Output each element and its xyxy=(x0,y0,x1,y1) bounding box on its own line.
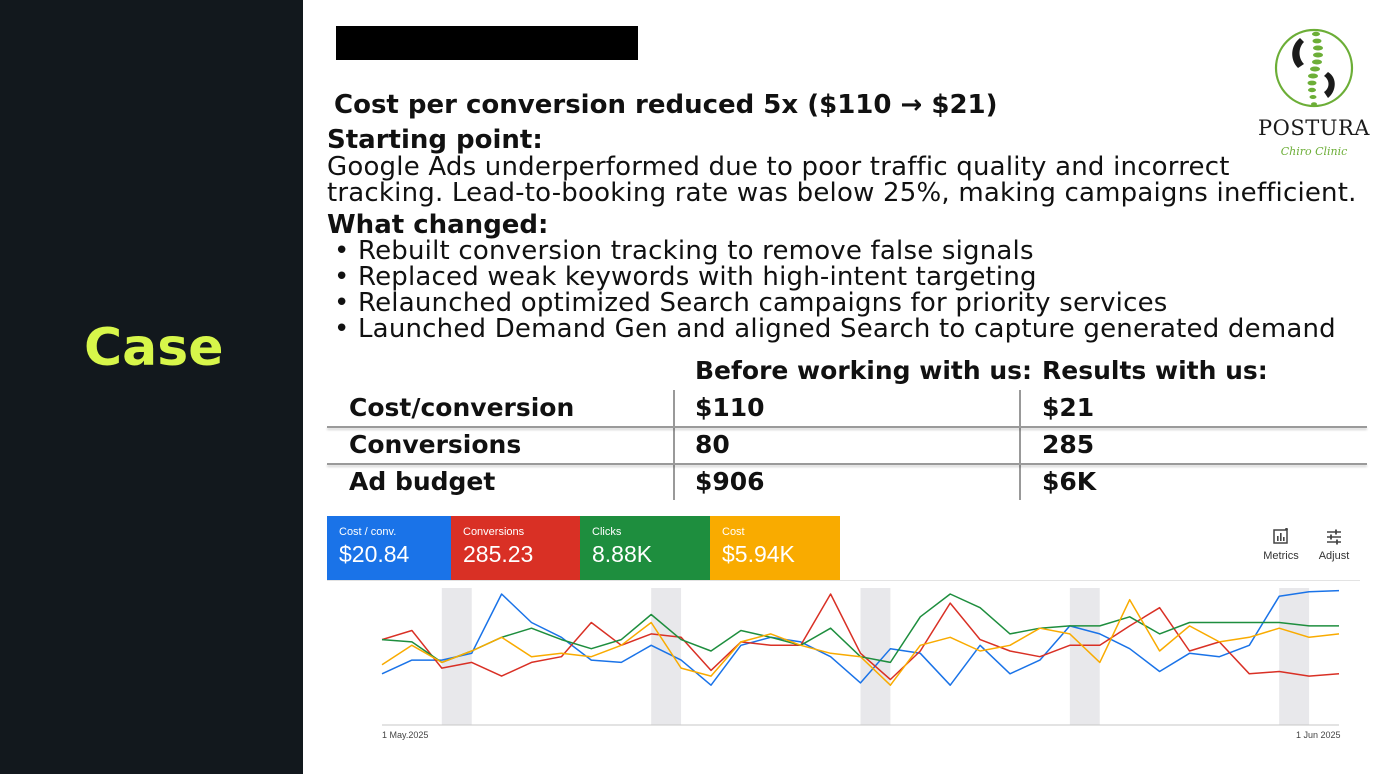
metric-tile-cost[interactable]: Cost $5.94K xyxy=(710,516,840,580)
sidebar-title: Case xyxy=(84,318,224,378)
table-cell-after: $6K xyxy=(1042,467,1097,496)
metric-value: $20.84 xyxy=(339,541,410,567)
list-item: • Relaunched optimized Search campaigns … xyxy=(334,288,1168,318)
table-cell-before: $110 xyxy=(695,393,765,422)
weekend-band xyxy=(860,588,891,725)
table-cell-after: $21 xyxy=(1042,393,1095,422)
what-changed-list: • Rebuilt conversion tracking to remove … xyxy=(334,238,1336,342)
table-row-divider xyxy=(327,463,1367,465)
x-axis-start-label: 1 May.2025 xyxy=(382,730,429,740)
metrics-button[interactable]: Metrics xyxy=(1259,528,1303,562)
table-row-divider xyxy=(327,426,1367,428)
table-row-label: Ad budget xyxy=(349,467,496,496)
metric-value: 285.23 xyxy=(463,541,534,567)
sliders-icon xyxy=(1327,529,1341,545)
adjust-button[interactable]: Adjust xyxy=(1312,528,1356,562)
metric-tile-cost-per-conv[interactable]: Cost / conv. $20.84 xyxy=(327,516,451,580)
series-line-cost xyxy=(381,598,1340,686)
sidebar-panel: Case xyxy=(0,0,303,774)
redacted-bar xyxy=(336,26,638,60)
series-line-cost-conv xyxy=(381,589,1340,686)
list-item: • Launched Demand Gen and aligned Search… xyxy=(334,314,1336,344)
brand-logo: POSTURA Chiro Clinic xyxy=(1256,24,1372,164)
metric-label: Clicks xyxy=(592,526,622,538)
metric-label: Cost xyxy=(722,526,745,538)
table-header-after: Results with us: xyxy=(1042,356,1268,385)
metric-label: Conversions xyxy=(463,526,525,538)
metric-tile-clicks[interactable]: Clicks 8.88K xyxy=(580,516,710,580)
adjust-button-label: Adjust xyxy=(1318,550,1350,562)
metric-value: $5.94K xyxy=(722,541,795,567)
table-cell-before: 80 xyxy=(695,430,730,459)
table-divider xyxy=(1019,390,1021,500)
brand-name: POSTURA xyxy=(1258,116,1370,140)
table-cell-after: 285 xyxy=(1042,430,1095,459)
table-header-before: Before working with us: xyxy=(695,356,1033,385)
performance-line-chart xyxy=(381,588,1340,726)
bar-chart-icon xyxy=(1273,528,1288,544)
starting-point-heading: Starting point: xyxy=(327,125,543,155)
table-row-label: Cost/conversion xyxy=(349,393,575,422)
slide-headline: Cost per conversion reduced 5x ($110 → $… xyxy=(334,90,998,120)
x-axis-end-label: 1 Jun 2025 xyxy=(1296,730,1341,740)
what-changed-heading: What changed: xyxy=(327,210,549,240)
metrics-button-label: Metrics xyxy=(1263,550,1299,562)
starting-point-line-1: Google Ads underperformed due to poor tr… xyxy=(327,152,1230,182)
brand-subtitle: Chiro Clinic xyxy=(1280,145,1348,158)
metric-label: Cost / conv. xyxy=(339,526,397,538)
starting-point-line-2: tracking. Lead-to-booking rate was below… xyxy=(327,178,1357,208)
list-item: • Rebuilt conversion tracking to remove … xyxy=(334,236,1034,266)
metric-tile-conversions[interactable]: Conversions 285.23 xyxy=(451,516,580,580)
spine-logo-icon xyxy=(1274,28,1354,108)
weekend-band xyxy=(1279,588,1310,725)
series-line-conversions xyxy=(381,593,1340,681)
dashboard-divider xyxy=(327,580,1360,581)
weekend-band xyxy=(651,588,682,725)
table-cell-before: $906 xyxy=(695,467,765,496)
table-row-label: Conversions xyxy=(349,430,522,459)
table-divider xyxy=(673,390,675,500)
list-item: • Replaced weak keywords with high-inten… xyxy=(334,262,1037,292)
metric-value: 8.88K xyxy=(592,541,653,567)
weekend-band xyxy=(1069,588,1100,725)
